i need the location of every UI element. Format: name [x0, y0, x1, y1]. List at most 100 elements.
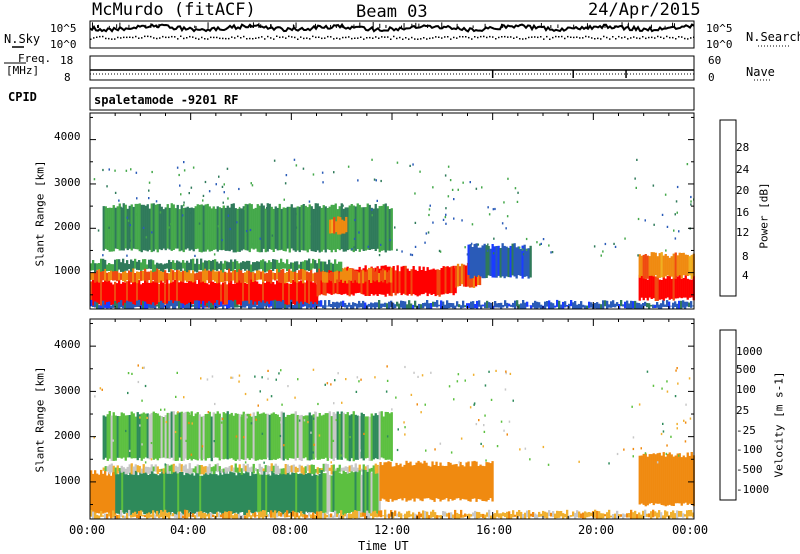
heatmap-cell: [278, 262, 281, 273]
heatmap-cell: [182, 412, 185, 461]
heatmap-cell: [356, 415, 359, 460]
heatmap-cell: [429, 466, 432, 500]
heatmap-cell: [302, 204, 305, 251]
heatmap-cell: [170, 203, 173, 251]
nsearch-dot: [270, 37, 272, 39]
heatmap-cell: [142, 464, 145, 474]
heatmap-cell: [298, 303, 301, 309]
heatmap-cell: [366, 464, 369, 474]
heatmap-cell: [650, 454, 653, 503]
heatmap-speckle: [367, 245, 369, 248]
heatmap-cell: [514, 514, 517, 517]
heatmap-speckle: [313, 417, 315, 420]
heatmap-cell: [270, 262, 273, 270]
heatmap-cell: [470, 514, 473, 517]
heatmap-cell: [664, 456, 667, 507]
heatmap-cell: [265, 474, 268, 516]
heatmap-speckle: [616, 452, 619, 456]
heatmap-cell: [140, 305, 143, 309]
heatmap-cell: [252, 262, 255, 272]
heatmap-speckle: [360, 378, 362, 381]
heatmap-cell: [680, 300, 683, 309]
heatmap-cell: [288, 264, 291, 270]
heatmap-cell: [262, 267, 265, 283]
cpid-panel-frame: [89, 87, 695, 111]
heatmap-cell: [250, 204, 253, 249]
heatmap-cell: [307, 473, 310, 513]
heatmap-speckle: [231, 376, 234, 379]
heatmap-speckle: [484, 384, 487, 387]
nsearch-dot: [237, 35, 239, 38]
heatmap-cell: [198, 465, 201, 475]
heatmap-speckle: [131, 372, 133, 375]
heatmap-cell: [654, 511, 657, 517]
velocity-y-tick: 4000: [54, 338, 81, 351]
heatmap-speckle: [300, 440, 303, 443]
heatmap-cell: [114, 514, 117, 517]
heatmap-cell: [154, 305, 157, 309]
heatmap-speckle: [419, 170, 421, 173]
heatmap-cell: [400, 513, 403, 519]
heatmap-cell: [348, 465, 351, 472]
heatmap-cell: [300, 205, 303, 251]
heatmap-cell: [364, 466, 367, 471]
heatmap-cell: [320, 207, 323, 252]
heatmap-cell: [106, 279, 109, 306]
heatmap-cell: [460, 509, 463, 518]
heatmap-speckle: [355, 390, 358, 393]
nsearch-dot: [447, 36, 449, 38]
heatmap-cell: [108, 272, 111, 281]
nsearch-dot: [285, 37, 287, 39]
heatmap-cell: [124, 302, 127, 309]
heatmap-cell: [294, 511, 297, 519]
heatmap-cell: [224, 281, 227, 306]
heatmap-cell: [443, 466, 446, 500]
heatmap-cell: [238, 208, 241, 252]
heatmap-cell: [223, 471, 226, 516]
heatmap-speckle: [188, 192, 190, 195]
nsearch-dot: [624, 36, 626, 38]
heatmap-speckle: [632, 436, 635, 439]
heatmap-speckle: [254, 375, 256, 378]
heatmap-cell: [348, 268, 351, 297]
heatmap-cell: [252, 513, 255, 517]
heatmap-cell: [505, 246, 508, 277]
heatmap-speckle: [481, 186, 483, 189]
heatmap-cell: [158, 415, 161, 459]
heatmap-cell: [152, 302, 155, 309]
heatmap-cell: [160, 263, 163, 272]
heatmap-speckle: [284, 182, 287, 185]
heatmap-cell: [372, 470, 375, 512]
nsearch-dot: [315, 36, 317, 39]
heatmap-cell: [140, 510, 143, 517]
heatmap-speckle: [266, 207, 268, 210]
heatmap-speckle: [676, 427, 678, 430]
heatmap-cell: [174, 414, 177, 461]
heatmap-cell: [444, 511, 447, 517]
nsearch-dot: [408, 38, 410, 40]
heatmap-speckle: [674, 395, 677, 398]
heatmap-cell: [122, 258, 125, 272]
heatmap-cell: [149, 470, 152, 514]
heatmap-cell: [497, 245, 500, 276]
heatmap-cell: [260, 511, 263, 518]
heatmap-cell: [128, 270, 131, 282]
heatmap-cell: [494, 513, 497, 519]
heatmap-speckle: [478, 419, 480, 422]
heatmap-cell: [340, 301, 343, 307]
heatmap-cell: [356, 510, 359, 519]
heatmap-cell: [230, 279, 233, 307]
heatmap-cell: [248, 279, 251, 306]
heatmap-cell: [306, 271, 309, 281]
heatmap-speckle: [483, 424, 485, 427]
heatmap-speckle: [666, 444, 668, 447]
heatmap-cell: [236, 467, 239, 473]
heatmap-speckle: [508, 420, 511, 423]
heatmap-cell: [202, 415, 205, 460]
heatmap-cell: [313, 472, 316, 514]
heatmap-speckle: [251, 184, 254, 187]
heatmap-cell: [560, 304, 563, 309]
heatmap-cell: [244, 515, 247, 519]
heatmap-cell: [226, 261, 229, 270]
heatmap-cell: [116, 416, 119, 458]
